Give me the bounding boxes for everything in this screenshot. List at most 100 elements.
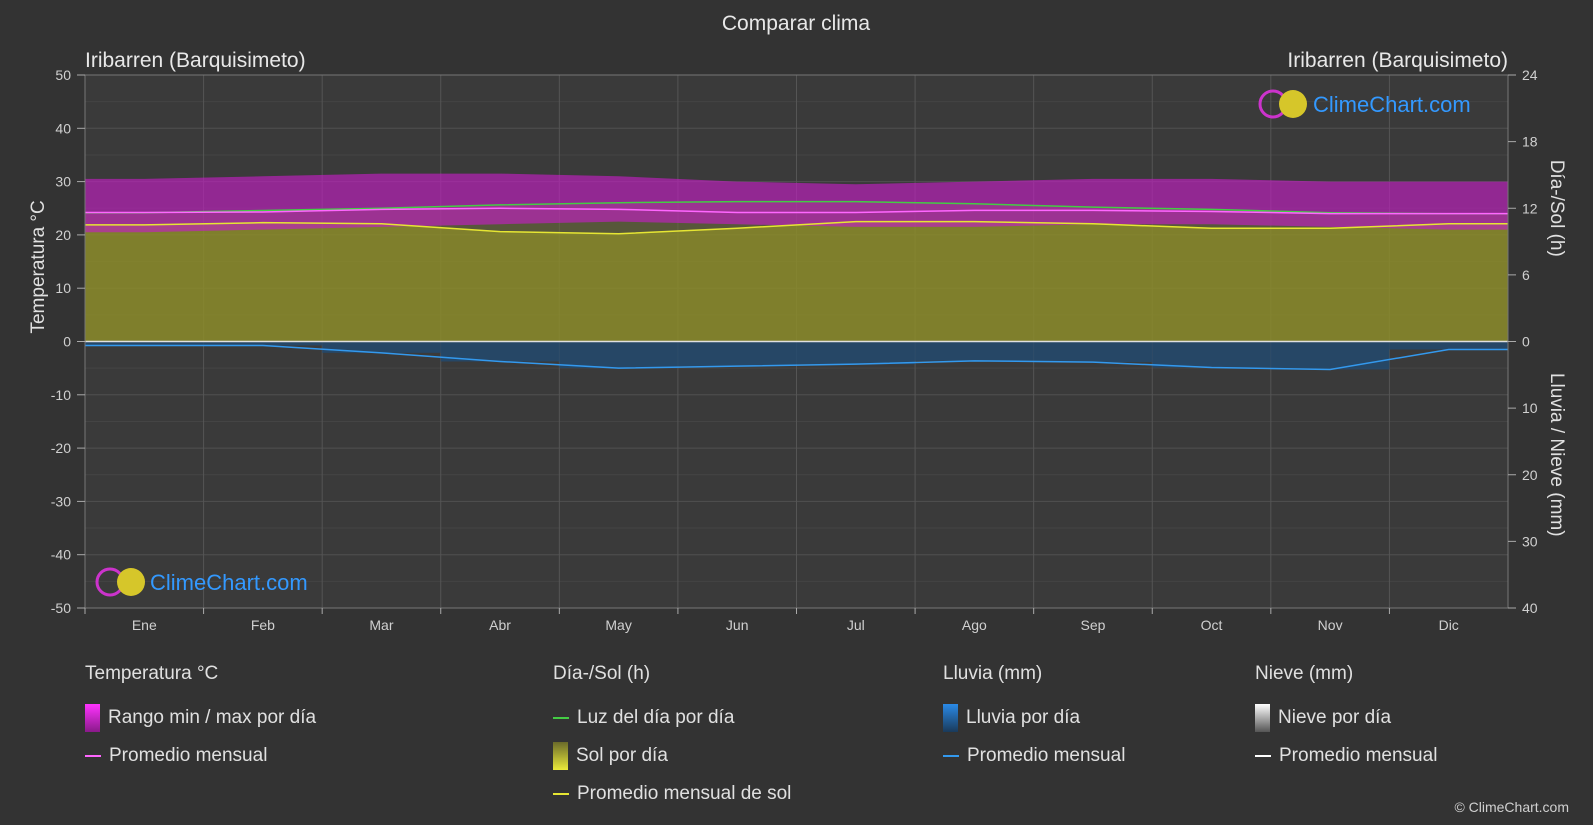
- temp-avg-line: [85, 207, 1508, 215]
- logo-sun-icon: [117, 568, 145, 596]
- sun-area: [85, 221, 1508, 342]
- daylight-swatch: [553, 717, 569, 719]
- legend-item: Promedio mensual: [1255, 737, 1437, 775]
- y-right-tick-label: 10: [1522, 400, 1538, 416]
- y-right-tick-label: 20: [1522, 467, 1538, 483]
- x-tick-label: Dic: [1439, 617, 1459, 633]
- x-tick-label: Sep: [1080, 617, 1105, 633]
- brand-text: ClimeChart.com: [150, 570, 308, 595]
- y-left-tick-label: -50: [51, 600, 71, 616]
- y-right-tick-label: 40: [1522, 600, 1538, 616]
- x-tick-label: Feb: [251, 617, 275, 633]
- rain-bar: [559, 341, 678, 369]
- legend-item: Lluvia por día: [943, 699, 1125, 737]
- legend-label: Sol por día: [576, 745, 668, 766]
- axes: 50 40 30 20 10 0 -10 -20 -30 -40 -50 24 18 12 6 0 10 20 30…: [28, 67, 1567, 633]
- y-left-tick-label: -30: [51, 493, 71, 509]
- y-left-tick-label: 40: [55, 120, 71, 136]
- sun-swatch: [553, 742, 568, 770]
- copyright: © ClimeChart.com: [1454, 799, 1569, 815]
- legend-label: Rango min / max por día: [108, 707, 317, 728]
- location-right: Iribarren (Barquisimeto): [1287, 49, 1508, 72]
- legend-label: Promedio mensual: [1279, 745, 1438, 766]
- y-right-tick-label: 18: [1522, 134, 1538, 150]
- legend-item: Nieve por día: [1255, 699, 1437, 737]
- rain-bar: [1033, 341, 1153, 363]
- brand-logo-top: ClimeChart.com: [1258, 89, 1471, 119]
- x-tick-label: Mar: [369, 617, 393, 633]
- y-left-tick-label: 50: [55, 67, 71, 83]
- legend-item: Promedio mensual: [943, 737, 1125, 775]
- legend-item: Promedio mensual de sol: [553, 775, 791, 813]
- legend-label: Promedio mensual: [967, 745, 1126, 766]
- x-tick-label: Abr: [489, 617, 511, 633]
- temp-range-band: [85, 173, 1508, 233]
- rain-bar: [1270, 341, 1390, 370]
- temp-range-swatch: [85, 704, 100, 732]
- rain-avg-swatch: [943, 755, 959, 757]
- legend-temperature: Temperatura °C Rango min / max por día P…: [85, 663, 316, 775]
- rain-bar: [1389, 341, 1508, 350]
- plot-area: [85, 74, 1508, 609]
- y-left-tick-label: 20: [55, 227, 71, 243]
- y-left-axis-title: Temperatura °C: [28, 200, 49, 333]
- rain-bar: [1152, 341, 1271, 368]
- x-tick-label: Ene: [132, 617, 157, 633]
- legend-label: Luz del día por día: [577, 707, 735, 728]
- y-left-tick-label: -40: [51, 547, 71, 563]
- legend-label: Lluvia por día: [966, 707, 1081, 728]
- legend-label: Nieve por día: [1278, 707, 1392, 728]
- legend-header: Nieve (mm): [1255, 663, 1354, 684]
- rain-bar: [203, 341, 323, 346]
- x-tick-label: Ago: [962, 617, 987, 633]
- rain-bar: [915, 341, 1034, 361]
- y-left-tick-label: -20: [51, 440, 71, 456]
- brand-text: ClimeChart.com: [1313, 92, 1471, 117]
- y-left-tick-label: -10: [51, 387, 71, 403]
- legend-header: Día-/Sol (h): [553, 663, 651, 684]
- chart-title: Comparar clima: [722, 12, 871, 35]
- snow-swatch: [1255, 704, 1270, 732]
- legend-item: Luz del día por día: [553, 699, 791, 737]
- rain-bar: [440, 341, 560, 362]
- rain-swatch: [943, 704, 958, 732]
- legend-header: Temperatura °C: [85, 663, 219, 684]
- rain-bar: [322, 341, 441, 353]
- x-tick-label: Oct: [1201, 617, 1223, 633]
- y-right-tick-label: 24: [1522, 67, 1538, 83]
- rain-bar: [796, 341, 916, 365]
- snow-avg-swatch: [1255, 755, 1271, 757]
- brand-logo-bottom: ClimeChart.com: [95, 567, 308, 597]
- legend-rain: Lluvia (mm) Lluvia por día Promedio mens…: [943, 663, 1125, 775]
- y-right-top-axis-title: Día-/Sol (h): [1546, 160, 1567, 257]
- legend-label: Promedio mensual de sol: [577, 783, 792, 804]
- y-right-tick-label: 12: [1522, 200, 1538, 216]
- legend-snow: Nieve (mm) Nieve por día Promedio mensua…: [1255, 663, 1437, 775]
- rain-bar: [85, 341, 204, 346]
- y-right-bottom-axis-title: Lluvia / Nieve (mm): [1546, 373, 1567, 537]
- y-left-tick-label: 30: [55, 174, 71, 190]
- daylight-line: [85, 200, 1508, 215]
- x-tick-label: May: [605, 617, 631, 633]
- legend-sun: Día-/Sol (h) Luz del día por día Sol por…: [553, 663, 791, 813]
- y-right-tick-label: 6: [1522, 267, 1530, 283]
- rain-bar: [677, 341, 797, 367]
- sun-avg-line: [85, 220, 1508, 235]
- x-tick-label: Jun: [726, 617, 749, 633]
- legend-item: Rango min / max por día: [85, 699, 316, 737]
- y-left-tick-label: 10: [55, 280, 71, 296]
- y-left-tick-label: 0: [63, 334, 71, 350]
- y-right-tick-label: 0: [1522, 334, 1530, 350]
- legend-item: Promedio mensual: [85, 737, 316, 775]
- temp-avg-swatch: [85, 755, 101, 757]
- legend-header: Lluvia (mm): [943, 663, 1043, 684]
- sun-avg-swatch: [553, 793, 569, 795]
- y-right-tick-label: 30: [1522, 533, 1538, 549]
- location-left: Iribarren (Barquisimeto): [85, 49, 306, 72]
- logo-sun-icon: [1279, 90, 1307, 118]
- x-tick-label: Nov: [1318, 617, 1343, 633]
- legend-label: Promedio mensual: [109, 745, 268, 766]
- x-tick-label: Jul: [847, 617, 865, 633]
- rain-avg-line: [85, 344, 1508, 371]
